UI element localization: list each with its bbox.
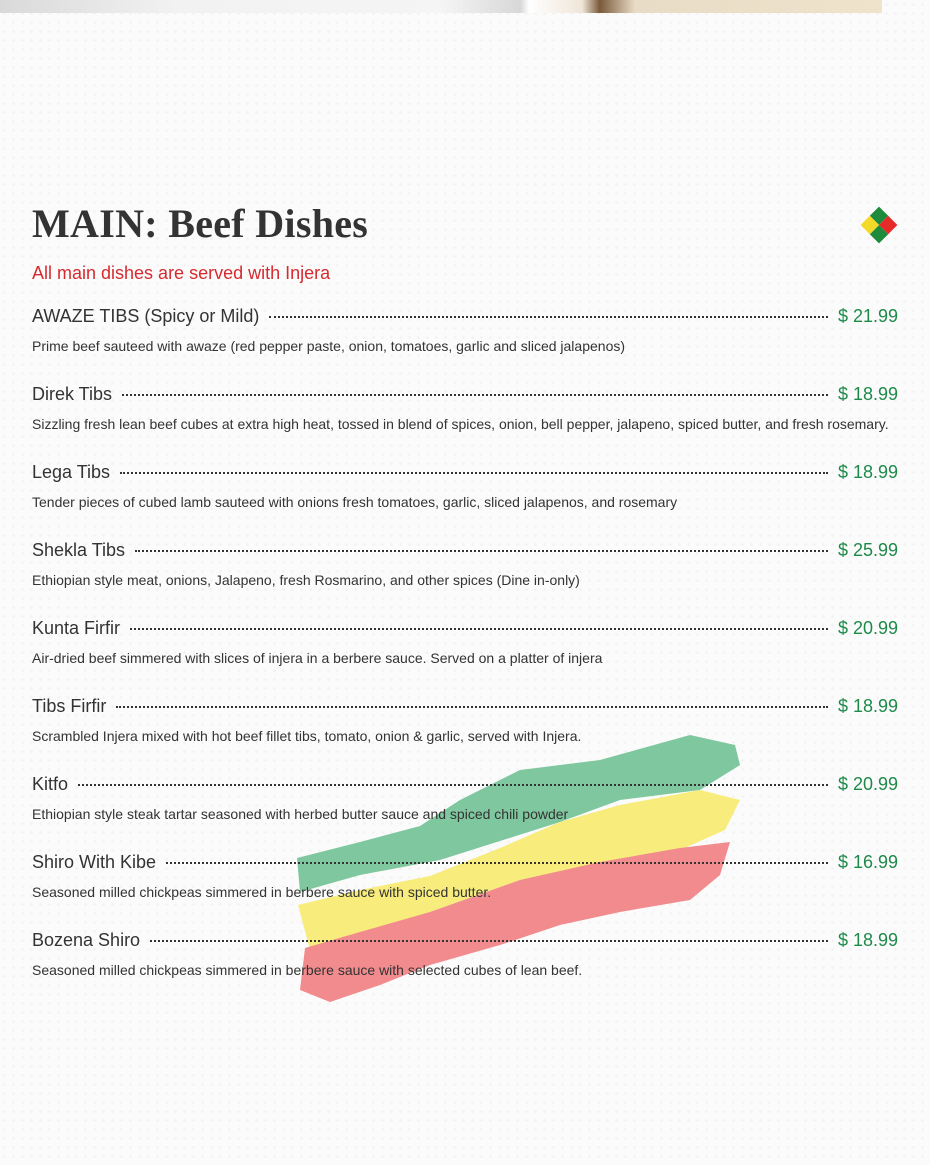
- menu-item-description: Sizzling fresh lean beef cubes at extra …: [32, 416, 889, 432]
- dotted-leader: [120, 472, 828, 474]
- menu-item-name: Kunta Firfir: [32, 617, 121, 638]
- menu-item: Direk Tibs $ 18.99 Sizzling fresh lean bee…: [32, 382, 898, 433]
- dotted-leader: [269, 316, 828, 318]
- menu-item-description: Scrambled Injera mixed with hot beef fil…: [32, 728, 582, 744]
- menu-item-header: Direk Tibs $ 18.99: [32, 382, 898, 406]
- dotted-leader: [116, 706, 828, 708]
- menu-item-description: Tender pieces of cubed lamb sauteed with…: [32, 494, 678, 510]
- menu-item: Lega Tibs $ 18.99 Tender pieces of cubed l…: [32, 460, 898, 511]
- ethiopian-flag-diamond-icon: [860, 206, 898, 244]
- menu-item: Bozena Shiro $ 18.99 Seasoned milled chick…: [32, 928, 898, 979]
- menu-item-name: Shekla Tibs: [32, 539, 126, 560]
- menu-item-description: Ethiopian style meat, onions, Jalapeno, …: [32, 572, 580, 588]
- menu-item: Kitfo $ 20.99 Ethiopian style steak tartar…: [32, 772, 898, 823]
- menu-item: Kunta Firfir $ 20.99 Air-dried beef simmer…: [32, 616, 898, 667]
- dotted-leader: [135, 550, 828, 552]
- menu-item-header: AWAZE TIBS (Spicy or Mild) $ 21.99: [32, 304, 898, 328]
- menu-item-header: Kitfo $ 20.99: [32, 772, 898, 796]
- menu-item: Shekla Tibs $ 25.99 Ethiopian style meat, …: [32, 538, 898, 589]
- menu-item-price: $ 25.99: [837, 539, 898, 560]
- menu-item-name: Kitfo: [32, 773, 69, 794]
- menu-item: Shiro With Kibe $ 16.99 Seasoned milled ch…: [32, 850, 898, 901]
- menu-item-description: Seasoned milled chickpeas simmered in be…: [32, 962, 583, 978]
- page-subtitle: All main dishes are served with Injera: [32, 263, 331, 283]
- dotted-leader: [78, 784, 828, 786]
- menu-item: AWAZE TIBS (Spicy or Mild) $ 21.99 Prime b…: [32, 304, 898, 355]
- menu-item-name: Direk Tibs: [32, 383, 113, 404]
- menu-item-price: $ 20.99: [837, 773, 898, 794]
- page-title: MAIN: Beef Dishes: [32, 201, 369, 246]
- menu-item-header: Bozena Shiro $ 18.99: [32, 928, 898, 952]
- menu-item-name: Bozena Shiro: [32, 929, 141, 950]
- dotted-leader: [166, 862, 828, 864]
- menu-item-name: AWAZE TIBS (Spicy or Mild): [32, 305, 260, 326]
- menu-item-price: $ 18.99: [837, 461, 898, 482]
- menu-item-header: Shiro With Kibe $ 16.99: [32, 850, 898, 874]
- dotted-leader: [130, 628, 828, 630]
- menu-item-price: $ 16.99: [837, 851, 898, 872]
- menu-item-description: Ethiopian style steak tartar seasoned wi…: [32, 806, 569, 822]
- menu-item-price: $ 18.99: [837, 383, 898, 404]
- dotted-leader: [122, 394, 828, 396]
- hero-image: [0, 0, 882, 13]
- menu-item-description: Seasoned milled chickpeas simmered in be…: [32, 884, 492, 900]
- menu-item-description: Prime beef sauteed with awaze (red peppe…: [32, 338, 626, 354]
- menu-item-price: $ 18.99: [837, 695, 898, 716]
- menu-item-header: Lega Tibs $ 18.99: [32, 460, 898, 484]
- dotted-leader: [150, 940, 828, 942]
- menu-item: Tibs Firfir $ 18.99 Scrambled Injera mixed…: [32, 694, 898, 745]
- menu-item-header: Kunta Firfir $ 20.99: [32, 616, 898, 640]
- menu-item-description: Air-dried beef simmered with slices of i…: [32, 650, 603, 666]
- menu-item-price: $ 20.99: [837, 617, 898, 638]
- menu-item-price: $ 21.99: [837, 305, 898, 326]
- menu-item-name: Lega Tibs: [32, 461, 111, 482]
- menu-item-header: Shekla Tibs $ 25.99: [32, 538, 898, 562]
- menu-item-name: Shiro With Kibe: [32, 851, 157, 872]
- menu-item-name: Tibs Firfir: [32, 695, 107, 716]
- menu-item-header: Tibs Firfir $ 18.99: [32, 694, 898, 718]
- menu-item-price: $ 18.99: [837, 929, 898, 950]
